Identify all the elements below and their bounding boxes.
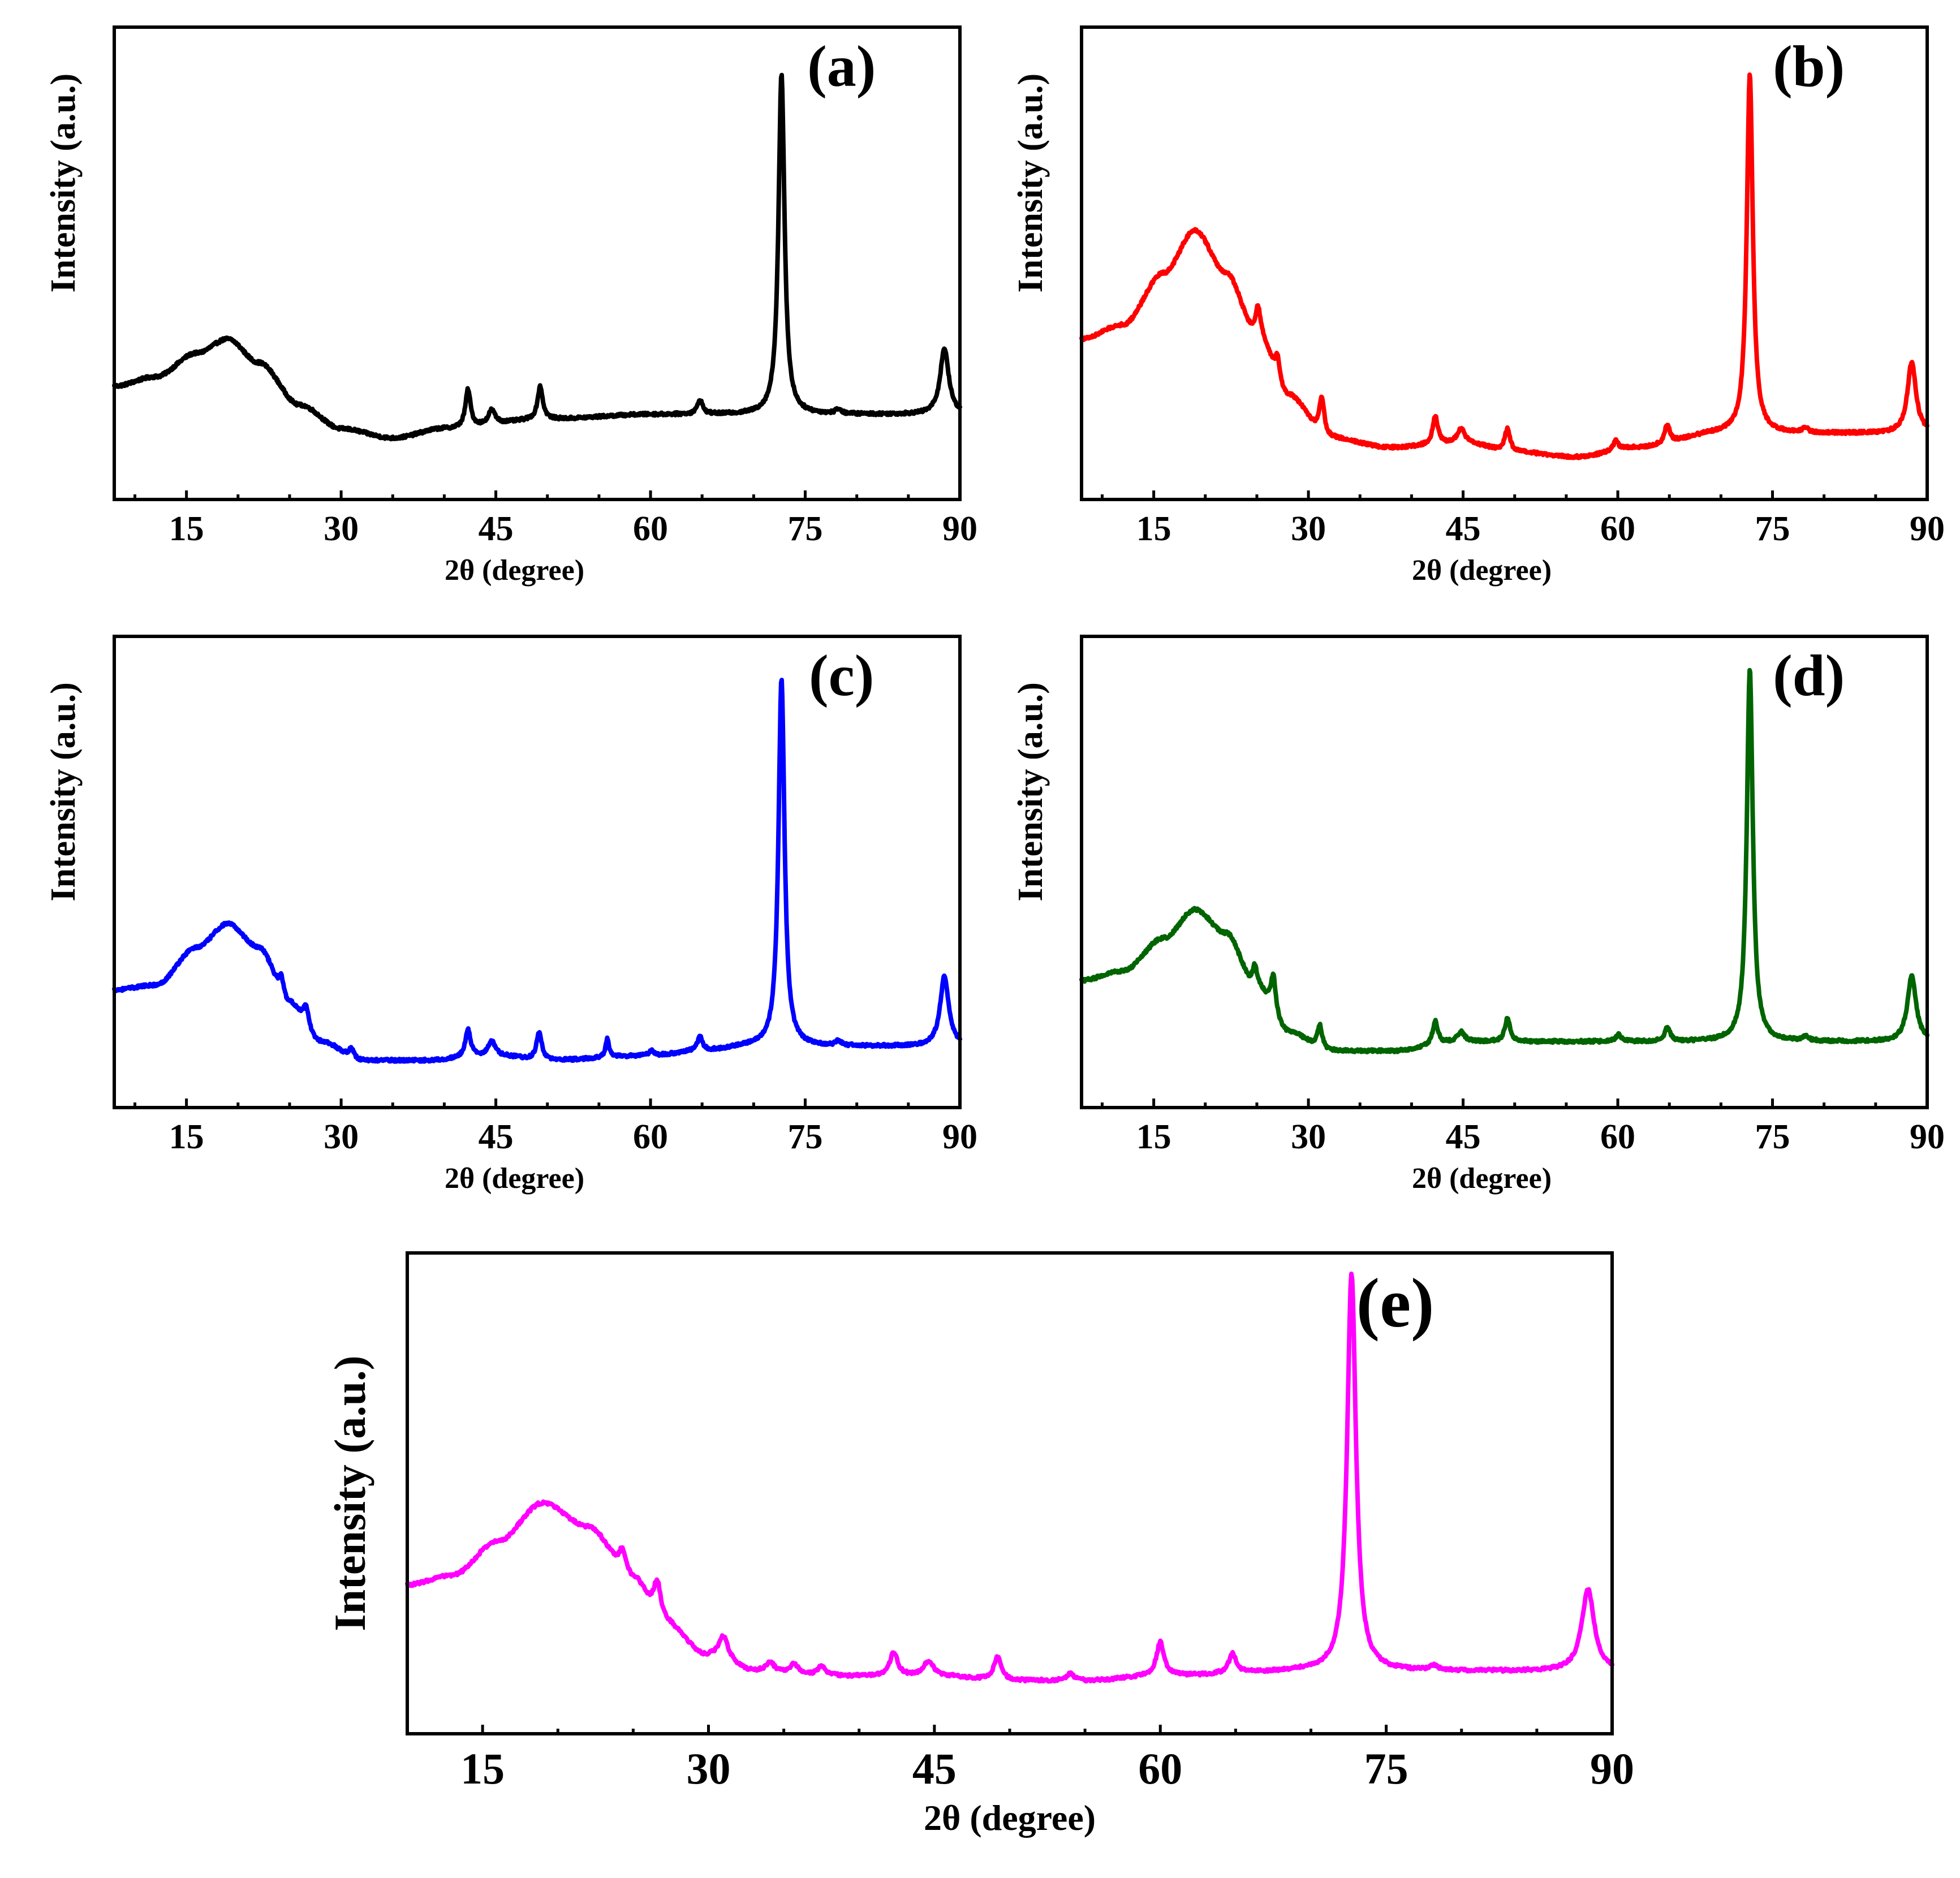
panel-label: (c) [809,643,874,708]
x-tick-label: 90 [1910,510,1945,548]
plot-frame [113,25,962,501]
xrd-panel-a: 15 30 45 60 75 90 2θ (degree) Intensity (a.u.) (… [44,25,977,587]
x-tick-label: 15 [1136,510,1171,548]
x-tick-label: 45 [1446,510,1481,548]
xrd-panel-c: 15 30 45 60 75 90 2θ (degree) Intensity (a.u.) (… [44,635,977,1195]
x-tick-label: 75 [1755,510,1790,548]
x-tick-label: 45 [1446,1118,1481,1156]
x-tick-label: 30 [324,1118,359,1156]
x-axis-label: 2θ (degree) [445,1162,584,1195]
y-axis-label: Intensity (a.u.) [44,682,83,902]
xrd-panel-e: 15 30 45 60 75 90 2θ (degree) Intensity (a.u.) (… [325,1251,1634,1838]
x-tick-label: 30 [1291,510,1326,548]
y-axis-label: Intensity (a.u.) [1011,682,1050,902]
x-tick-label: 15 [1136,1118,1171,1156]
x-tick-label: 45 [479,1118,514,1156]
x-tick-label: 75 [788,510,823,548]
x-tick-label: 90 [942,510,977,548]
x-tick-label: 30 [687,1744,731,1793]
x-tick-label: 90 [1590,1744,1634,1793]
panel-label: (d) [1773,643,1845,708]
x-tick-label: 15 [169,1118,204,1156]
y-axis-label: Intensity (a.u.) [44,74,83,293]
x-axis-label: 2θ (degree) [1412,1162,1552,1195]
x-tick-label: 45 [479,510,514,548]
xrd-panel-d: 15 30 45 60 75 90 2θ (degree) Intensity (a.u.) (… [1011,635,1945,1195]
x-tick-label: 60 [1600,510,1635,548]
plot-frame [1080,635,1929,1109]
y-axis-label: Intensity (a.u.) [1011,74,1050,293]
panel-label: (a) [807,34,876,99]
x-tick-label: 90 [1910,1118,1945,1156]
x-tick-label: 15 [460,1744,505,1793]
x-tick-label: 75 [788,1118,823,1156]
x-tick-label: 15 [169,510,204,548]
x-tick-label: 90 [942,1118,977,1156]
x-axis-label: 2θ (degree) [924,1798,1096,1838]
x-tick-label: 75 [1364,1744,1408,1793]
xrd-series-line [112,678,962,1064]
x-tick-label: 75 [1755,1118,1790,1156]
plot-frame [1080,25,1929,501]
xrd-panel-b: 15 30 45 60 75 90 2θ (degree) Intensity (a.u.) (… [1011,25,1945,587]
y-axis-label: Intensity (a.u.) [325,1355,374,1631]
panel-label: (e) [1356,1264,1435,1342]
x-tick-label: 45 [912,1744,957,1793]
plot-frame [113,635,962,1109]
x-tick-label: 30 [1291,1118,1326,1156]
x-tick-label: 60 [1600,1118,1635,1156]
x-axis-label: 2θ (degree) [445,554,584,587]
x-tick-label: 30 [324,510,359,548]
x-axis-label: 2θ (degree) [1412,554,1552,587]
x-tick-label: 60 [633,1118,668,1156]
panel-label: (b) [1773,34,1845,99]
xrd-series-line [1079,667,1929,1054]
xrd-series-line [405,1271,1614,1684]
xrd-series-line [1079,72,1929,460]
x-tick-label: 60 [1138,1744,1182,1793]
x-tick-label: 60 [633,510,668,548]
xrd-series-line [112,72,962,442]
